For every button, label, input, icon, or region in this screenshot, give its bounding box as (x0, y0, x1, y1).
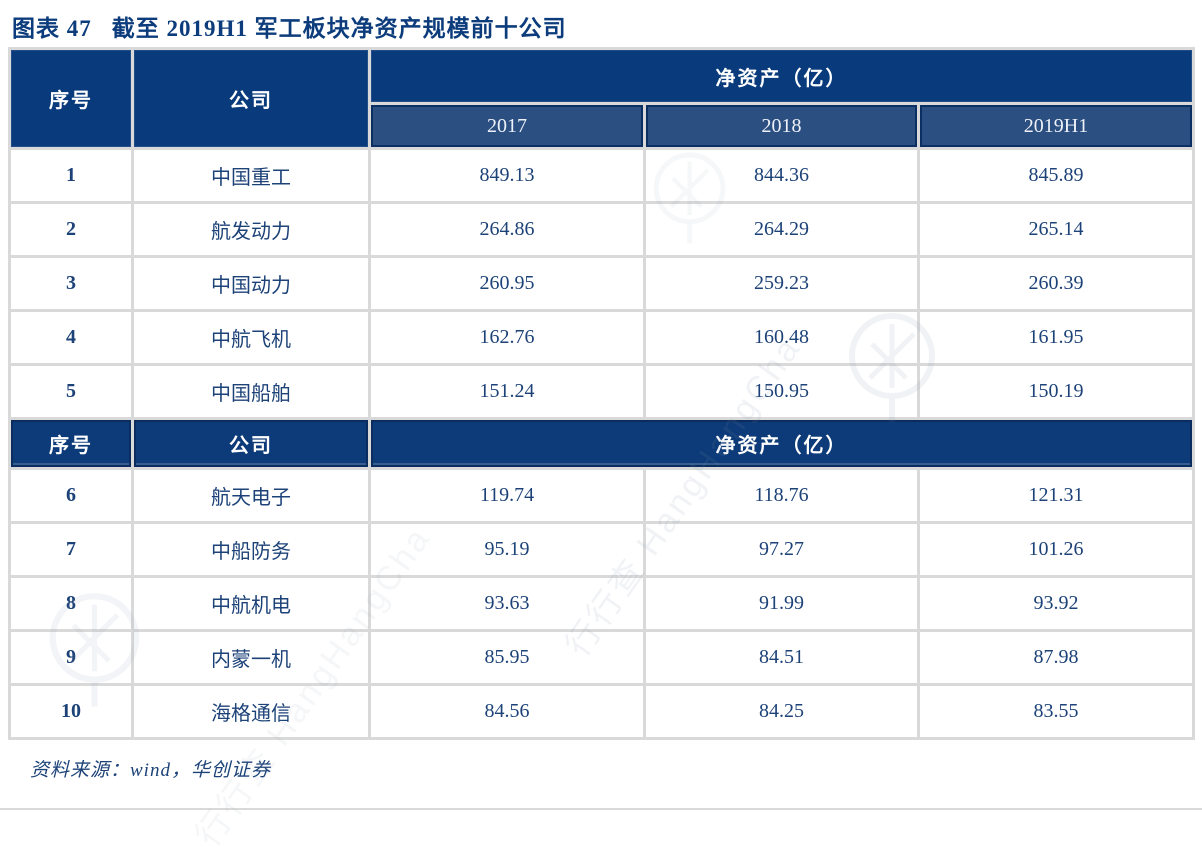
company-cell: 内蒙一机 (134, 632, 368, 683)
table-row: 4 中航飞机 162.76 160.48 161.95 (11, 312, 1192, 363)
col-header-company: 公司 (134, 420, 368, 467)
col-header-2018: 2018 (646, 105, 917, 147)
header-row-top: 序号 公司 净资产（亿） (11, 50, 1192, 147)
col-header-net-assets-group: 净资产（亿） (371, 420, 1192, 467)
rank-cell: 7 (11, 524, 131, 575)
table-row: 10 海格通信 84.56 84.25 83.55 (11, 686, 1192, 737)
value-cell-2019h1: 93.92 (920, 578, 1192, 629)
page-title: 图表 47 截至 2019H1 军工板块净资产规模前十公司 (0, 0, 1202, 45)
company-cell: 中船防务 (134, 524, 368, 575)
header-row-years: 2017 2018 2019H1 (11, 105, 1192, 147)
table-row: 8 中航机电 93.63 91.99 93.92 (11, 578, 1192, 629)
rank-cell: 10 (11, 686, 131, 737)
value-cell-2019h1: 150.19 (920, 366, 1192, 417)
table-row: 3 中国动力 260.95 259.23 260.39 (11, 258, 1192, 309)
value-cell-2017: 93.63 (371, 578, 643, 629)
col-header-2019h1: 2019H1 (920, 105, 1192, 147)
value-cell-2019h1: 265.14 (920, 204, 1192, 255)
value-cell-2018: 91.99 (646, 578, 917, 629)
net-assets-table: 序号 公司 净资产（亿） 2017 2018 2019H1 1 中国重工 849… (8, 47, 1195, 740)
company-cell: 中国动力 (134, 258, 368, 309)
value-cell-2019h1: 161.95 (920, 312, 1192, 363)
col-header-2017: 2017 (371, 105, 643, 147)
table-row: 9 内蒙一机 85.95 84.51 87.98 (11, 632, 1192, 683)
company-cell: 航发动力 (134, 204, 368, 255)
rank-cell: 6 (11, 470, 131, 521)
col-header-net-assets-group: 净资产（亿） (371, 50, 1192, 102)
figure-number-label: 图表 47 (12, 16, 92, 41)
value-cell-2019h1: 121.31 (920, 470, 1192, 521)
company-cell: 航天电子 (134, 470, 368, 521)
company-cell: 海格通信 (134, 686, 368, 737)
value-cell-2018: 160.48 (646, 312, 917, 363)
company-cell: 中航飞机 (134, 312, 368, 363)
value-cell-2018: 97.27 (646, 524, 917, 575)
value-cell-2018: 264.29 (646, 204, 917, 255)
value-cell-2019h1: 845.89 (920, 150, 1192, 201)
col-header-index: 序号 (11, 420, 131, 467)
value-cell-2017: 260.95 (371, 258, 643, 309)
table-row: 6 航天电子 119.74 118.76 121.31 (11, 470, 1192, 521)
rank-cell: 9 (11, 632, 131, 683)
col-header-company: 公司 (134, 50, 368, 147)
company-cell: 中航机电 (134, 578, 368, 629)
value-cell-2019h1: 83.55 (920, 686, 1192, 737)
rank-cell: 5 (11, 366, 131, 417)
table-row: 1 中国重工 849.13 844.36 845.89 (11, 150, 1192, 201)
value-cell-2017: 151.24 (371, 366, 643, 417)
value-cell-2018: 118.76 (646, 470, 917, 521)
value-cell-2019h1: 101.26 (920, 524, 1192, 575)
rank-cell: 1 (11, 150, 131, 201)
rank-cell: 3 (11, 258, 131, 309)
value-cell-2018: 84.25 (646, 686, 917, 737)
header-row-middle: 序号 公司 净资产（亿） (11, 420, 1192, 467)
rank-cell: 2 (11, 204, 131, 255)
value-cell-2017: 85.95 (371, 632, 643, 683)
value-cell-2017: 162.76 (371, 312, 643, 363)
value-cell-2017: 84.56 (371, 686, 643, 737)
company-cell: 中国重工 (134, 150, 368, 201)
value-cell-2017: 119.74 (371, 470, 643, 521)
value-cell-2017: 264.86 (371, 204, 643, 255)
table-row: 2 航发动力 264.86 264.29 265.14 (11, 204, 1192, 255)
value-cell-2017: 95.19 (371, 524, 643, 575)
value-cell-2018: 259.23 (646, 258, 917, 309)
figure-title-text: 截至 2019H1 军工板块净资产规模前十公司 (111, 16, 567, 41)
source-note: 资料来源：wind，华创证券 (30, 760, 271, 781)
value-cell-2019h1: 87.98 (920, 632, 1192, 683)
value-cell-2019h1: 260.39 (920, 258, 1192, 309)
rank-cell: 8 (11, 578, 131, 629)
col-header-index: 序号 (11, 50, 131, 147)
rank-cell: 4 (11, 312, 131, 363)
value-cell-2017: 849.13 (371, 150, 643, 201)
bottom-divider (0, 808, 1202, 810)
table-row: 7 中船防务 95.19 97.27 101.26 (11, 524, 1192, 575)
value-cell-2018: 844.36 (646, 150, 917, 201)
value-cell-2018: 150.95 (646, 366, 917, 417)
value-cell-2018: 84.51 (646, 632, 917, 683)
company-cell: 中国船舶 (134, 366, 368, 417)
table-row: 5 中国船舶 151.24 150.95 150.19 (11, 366, 1192, 417)
